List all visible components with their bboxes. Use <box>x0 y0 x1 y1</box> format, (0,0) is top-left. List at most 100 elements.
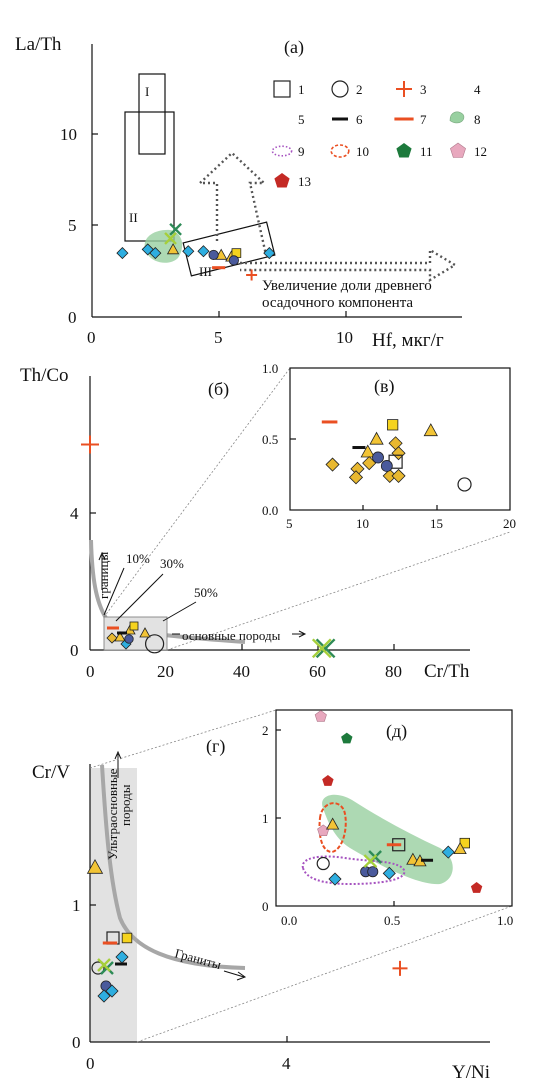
purple-dotted-field-d <box>301 855 406 886</box>
field-III <box>182 221 276 277</box>
panel-b-points <box>81 435 336 659</box>
legend-item-12: 12 <box>450 142 487 159</box>
percent-label-10: 10% <box>126 551 150 566</box>
panel-d-points <box>314 710 483 893</box>
yellow-diamond-marker <box>391 468 406 483</box>
panel-v-ytick: 0.0 <box>262 503 278 518</box>
granite-boundary-curve <box>100 764 246 970</box>
lime-x-marker <box>97 958 111 972</box>
panel-b-xtick: 60 <box>309 662 326 681</box>
panel-v-xtick: 10 <box>356 516 369 531</box>
panel-b-ytick: 4 <box>70 504 79 523</box>
panel-a-xtick: 5 <box>214 328 223 347</box>
legend-item-11: 11 <box>396 143 433 159</box>
zoom-connector <box>166 531 511 651</box>
panel-d-xtick: 1.0 <box>497 913 513 928</box>
legend-item-label: 9 <box>298 144 305 159</box>
panel-b-xtick: 20 <box>157 662 174 681</box>
panel-a-xtick: 10 <box>336 328 353 347</box>
panel-v-ytick: 0.5 <box>262 432 278 447</box>
red-dashed-field-d <box>318 802 347 854</box>
basic-rocks-label: основные породы <box>182 628 281 643</box>
zoom-connector <box>136 905 513 1043</box>
yellow-diamond-marker <box>106 632 118 644</box>
panel-b-label: (б) <box>208 379 229 400</box>
blue-diamond-marker <box>382 866 396 880</box>
panel-d: (д) 0 1 2 0.0 0.5 1.0 <box>262 709 513 928</box>
legend-item-label: 7 <box>420 112 427 127</box>
navy-circle-marker <box>228 255 239 266</box>
green-field-marker <box>449 111 465 124</box>
navy-circle-marker <box>208 249 219 260</box>
yellow-triangle-marker <box>114 631 126 642</box>
field-II-label: II <box>129 210 138 225</box>
legend-item-13: 13 <box>274 173 311 189</box>
panel-a-y-ticks: 0 5 10 <box>60 125 98 327</box>
panel-a-label: (а) <box>284 37 304 58</box>
panel-v-frame <box>289 367 511 511</box>
plus-marker <box>246 269 258 281</box>
panel-a-ytick: 10 <box>60 125 77 144</box>
yellow-square-marker <box>129 621 139 631</box>
open-circle-marker <box>331 80 349 98</box>
navy-circle-marker <box>367 866 379 878</box>
yellow-triangle-marker <box>325 817 340 830</box>
lime-x-marker <box>311 638 332 659</box>
legend-item-label: 6 <box>356 112 363 127</box>
blue-diamond-marker <box>116 247 129 260</box>
plus-marker <box>396 81 412 97</box>
panel-g-label: (г) <box>206 736 225 757</box>
blue-diamond-marker <box>197 245 210 258</box>
open-circle-marker <box>91 961 105 975</box>
lime-x-marker <box>164 232 177 245</box>
field-I-label: I <box>145 84 149 99</box>
legend-item-label: 12 <box>474 144 487 159</box>
yellow-triangle-marker <box>139 627 151 638</box>
pink-pentagon-marker <box>314 710 327 722</box>
panel-a: La/Th Hf, мкг/г (а) 0 5 10 0 5 10 I II I… <box>15 34 462 351</box>
panel-b-xlabel: Cr/Th <box>424 661 470 682</box>
panel-d-xtick: 0.0 <box>281 913 297 928</box>
legend-item-4: 4 <box>474 82 481 97</box>
panel-g-xtick: 4 <box>282 1054 291 1073</box>
panel-g-xlabel: Y/Ni <box>452 1062 490 1083</box>
legend-item-label: 8 <box>474 112 481 127</box>
legend-item-label: 3 <box>420 82 427 97</box>
legend-item-8: 8 <box>449 111 481 127</box>
panel-a-xlabel: Hf, мкг/г <box>372 330 444 351</box>
legend-item-5: 5 <box>298 112 305 127</box>
open-circle-marker <box>457 477 472 492</box>
blue-diamond-marker <box>97 989 111 1003</box>
red-pentagon-marker <box>322 775 334 786</box>
panel-v: (в) 1.0 0.5 0.0 5 10 15 20 <box>262 361 516 531</box>
green-pentagon-marker <box>396 143 412 158</box>
legend-item-label: 10 <box>356 144 369 159</box>
ultramafic-label-1: Ультраосновные <box>105 768 120 860</box>
panel-b-ticks: 4 0 0 20 40 60 80 <box>70 504 402 681</box>
dotted-arrow-right <box>240 247 458 283</box>
percent-arrows <box>103 567 197 622</box>
panel-d-xtick: 0.5 <box>384 913 400 928</box>
panel-b-ytick: 0 <box>70 641 79 660</box>
panel-a-points <box>116 222 276 281</box>
panel-d-ytick: 1 <box>262 811 269 826</box>
panel-v-ticks: 1.0 0.5 0.0 5 10 15 20 <box>262 361 516 531</box>
yellow-square-marker <box>387 419 399 431</box>
legend-item-label: 4 <box>474 82 481 97</box>
legend-item-label: 1 <box>298 82 305 97</box>
yellow-triangle-marker <box>453 842 467 855</box>
legend-item-label: 13 <box>298 174 311 189</box>
lime-x-marker <box>363 854 378 868</box>
panel-b-xtick: 0 <box>86 662 95 681</box>
red-pentagon-marker <box>470 882 483 893</box>
panel-a-ytick: 5 <box>68 216 77 235</box>
yellow-triangle-marker <box>406 852 420 865</box>
field-III-label: III <box>199 264 212 279</box>
panel-d-label: (д) <box>386 721 407 742</box>
panel-d-ytick: 0 <box>262 899 269 914</box>
yellow-triangle-marker <box>369 431 384 445</box>
panel-a-x-ticks: 0 5 10 <box>87 311 353 347</box>
annotation-line-1: Увеличение доли древнего <box>262 278 432 294</box>
